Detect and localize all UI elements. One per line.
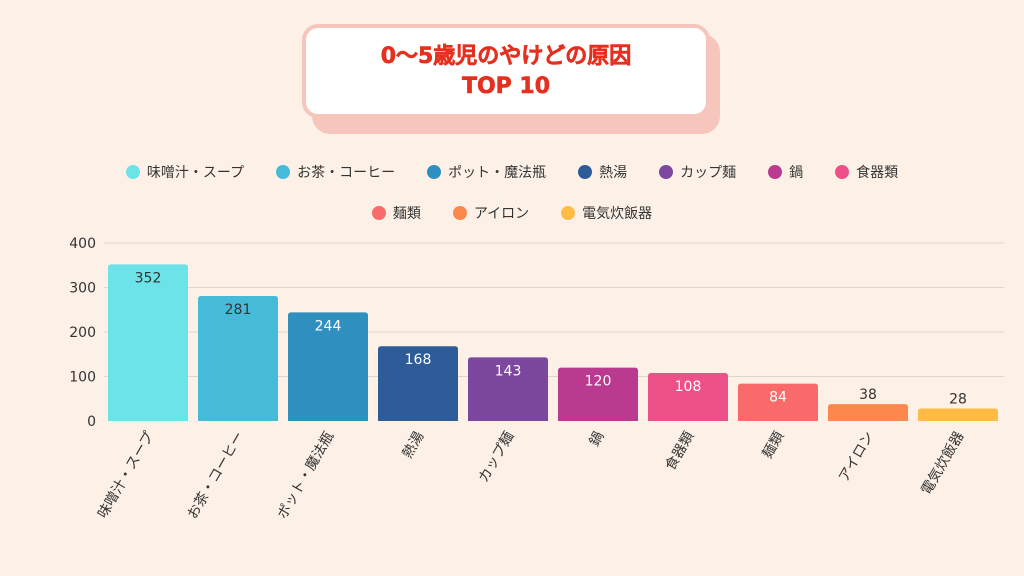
bar [558, 367, 638, 421]
x-tick-label: アイロン [836, 429, 878, 485]
bar [108, 264, 188, 421]
x-tick-label: 熱湯 [399, 429, 428, 462]
x-tick-label: 食器類 [662, 429, 698, 474]
y-tick-label: 200 [69, 325, 96, 341]
x-tick-label: ポット・魔法瓶 [275, 429, 338, 522]
data-label: 120 [585, 374, 612, 390]
legend-item: 味噌汁・スープ [125, 162, 245, 182]
bar [288, 312, 368, 421]
legend-item: ポット・魔法瓶 [427, 162, 546, 182]
data-label: 38 [859, 387, 877, 403]
bar [378, 346, 458, 421]
legend-item: アイロン [452, 203, 530, 223]
bar [648, 372, 728, 421]
legend-item: カップ麺 [659, 162, 736, 182]
data-label: 244 [315, 318, 342, 334]
x-tick-label: 麺類 [760, 429, 788, 461]
legend-label: 食器類 [856, 165, 899, 181]
legend-label: 熱湯 [599, 165, 628, 181]
chart-legend-row-1: 味噌汁・スープ お茶・コーヒー ポット・魔法瓶 熱湯 カップ麺 鍋 食器類 [0, 162, 1024, 182]
legend-label: ポット・魔法瓶 [448, 165, 547, 181]
data-label: 108 [675, 379, 702, 395]
legend-swatch [659, 165, 674, 179]
chart-subtitle: TOP 10 [461, 74, 551, 100]
y-tick-label: 400 [69, 236, 96, 252]
legend-label: 鍋 [789, 165, 804, 181]
x-tick-label: 鍋 [587, 429, 608, 449]
legend-item: 食器類 [835, 162, 898, 182]
chart-legend-row-2: 麺類 アイロン 電気炊飯器 [0, 203, 1024, 223]
legend-label: 電気炊飯器 [582, 206, 653, 222]
bar [738, 383, 818, 421]
data-label: 281 [225, 302, 252, 318]
legend-item: 電気炊飯器 [561, 203, 652, 223]
legend-swatch [371, 206, 386, 220]
legend-swatch [578, 165, 593, 179]
y-tick-label: 100 [69, 370, 96, 386]
legend-label: カップ麺 [680, 165, 737, 181]
chart-title: 0〜5歳児のやけどの原因 [380, 44, 632, 70]
legend-label: 麺類 [392, 206, 421, 222]
legend-label: お茶・コーヒー [297, 165, 396, 181]
legend-swatch [452, 206, 467, 220]
data-label: 84 [769, 390, 787, 406]
data-label: 168 [405, 352, 432, 368]
data-label: 143 [495, 363, 522, 379]
bar [198, 295, 278, 421]
x-tick-label: 電気炊飯器 [918, 429, 968, 498]
legend-swatch [768, 165, 783, 179]
bar [918, 408, 998, 421]
legend-swatch [427, 165, 442, 179]
legend-item: 熱湯 [578, 162, 627, 182]
chart-title-box: 0〜5歳児のやけどの原因 TOP 10 [302, 24, 710, 118]
legend-swatch [561, 206, 576, 220]
legend-item: 鍋 [768, 162, 803, 182]
y-tick-label: 300 [69, 281, 96, 297]
bar [828, 404, 908, 421]
legend-item: 麺類 [371, 203, 421, 223]
y-tick-label: 0 [87, 414, 96, 430]
legend-swatch [125, 165, 140, 179]
data-label: 28 [949, 392, 967, 408]
x-tick-label: カップ麺 [476, 429, 518, 485]
x-tick-label: お茶・コーヒー [185, 429, 248, 522]
data-label: 352 [135, 270, 162, 286]
bar [468, 357, 548, 421]
legend-label: 味噌汁・スープ [146, 165, 245, 181]
legend-swatch [835, 165, 850, 179]
legend-swatch [276, 165, 291, 179]
legend-item: お茶・コーヒー [276, 162, 395, 182]
legend-label: アイロン [473, 206, 530, 222]
x-tick-label: 味噌汁・スープ [95, 429, 157, 521]
